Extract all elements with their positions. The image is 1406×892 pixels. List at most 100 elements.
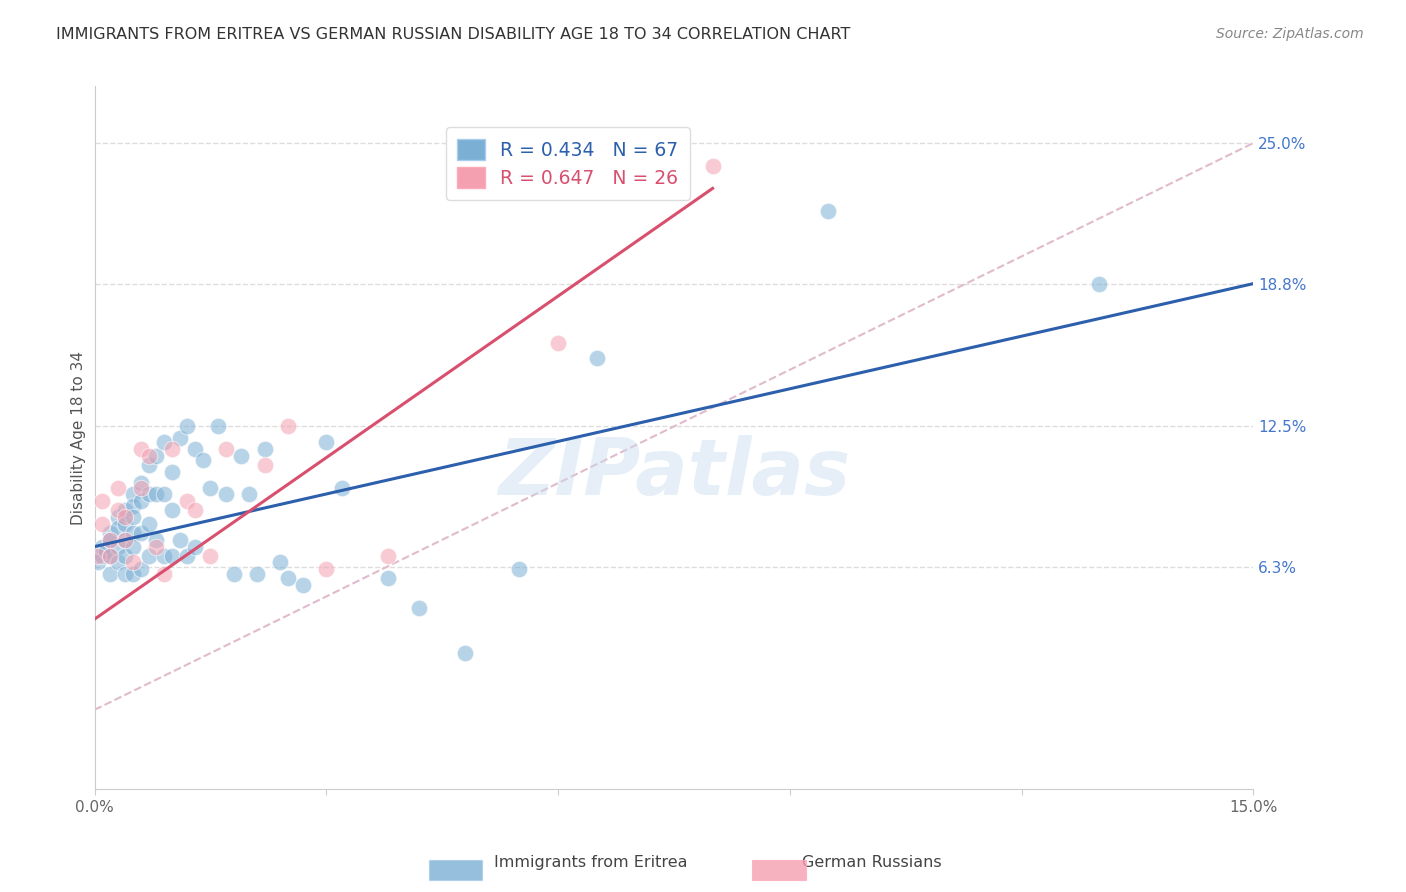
Text: Immigrants from Eritrea: Immigrants from Eritrea [494, 855, 688, 870]
Point [184, 442, 207, 456]
Text: German Russians: German Russians [801, 855, 942, 870]
Point [107, 510, 129, 524]
Legend: R = 0.434   N = 67, R = 0.647   N = 26: R = 0.434 N = 67, R = 0.647 N = 26 [446, 128, 689, 200]
Point [114, 533, 136, 547]
Point [200, 481, 222, 495]
Point [145, 487, 167, 501]
Point [122, 510, 145, 524]
Point [145, 449, 167, 463]
Point [191, 453, 214, 467]
Point [292, 578, 315, 592]
Point [153, 487, 176, 501]
Point [138, 449, 160, 463]
Point [114, 566, 136, 581]
Point [98, 549, 121, 563]
Point [176, 494, 198, 508]
Point [107, 540, 129, 554]
Point [547, 335, 569, 350]
Point [122, 566, 145, 581]
Point [160, 442, 183, 456]
Text: IMMIGRANTS FROM ERITREA VS GERMAN RUSSIAN DISABILITY AGE 18 TO 34 CORRELATION CH: IMMIGRANTS FROM ERITREA VS GERMAN RUSSIA… [56, 27, 851, 42]
Point [160, 465, 183, 479]
Point [145, 540, 167, 554]
Point [91, 494, 114, 508]
Point [107, 521, 129, 535]
Point [98, 525, 121, 540]
Text: Source: ZipAtlas.com: Source: ZipAtlas.com [1216, 27, 1364, 41]
Point [377, 571, 399, 585]
Point [315, 562, 337, 576]
Point [98, 533, 121, 547]
Point [114, 503, 136, 517]
Text: ZIPatlas: ZIPatlas [498, 435, 851, 511]
Point [184, 503, 207, 517]
Point [315, 435, 337, 450]
Point [277, 571, 299, 585]
Point [215, 442, 238, 456]
Point [122, 525, 145, 540]
Point [138, 487, 160, 501]
Point [269, 556, 291, 570]
Point [122, 540, 145, 554]
Point [129, 494, 152, 508]
Point [129, 525, 152, 540]
Point [129, 481, 152, 495]
Point [817, 204, 839, 219]
Point [91, 549, 114, 563]
Point [253, 442, 276, 456]
Point [122, 556, 145, 570]
Point [138, 516, 160, 531]
Point [96, 544, 118, 558]
Point [169, 533, 191, 547]
Point [91, 540, 114, 554]
Point [184, 540, 207, 554]
Point [153, 435, 176, 450]
Point [91, 516, 114, 531]
Point [129, 562, 152, 576]
Point [114, 510, 136, 524]
Point [122, 487, 145, 501]
Point [107, 481, 129, 495]
Point [169, 431, 191, 445]
Point [114, 516, 136, 531]
Point [1088, 277, 1111, 291]
Point [222, 566, 245, 581]
Point [87, 549, 110, 563]
Point [107, 503, 129, 517]
Point [129, 476, 152, 491]
Point [129, 442, 152, 456]
Point [176, 549, 198, 563]
Point [98, 549, 121, 563]
Point [207, 419, 229, 434]
Point [114, 533, 136, 547]
Point [330, 481, 353, 495]
Point [107, 556, 129, 570]
Y-axis label: Disability Age 18 to 34: Disability Age 18 to 34 [72, 351, 86, 524]
Point [160, 549, 183, 563]
Point [138, 549, 160, 563]
Point [277, 419, 299, 434]
Point [153, 549, 176, 563]
Point [702, 159, 724, 173]
Point [508, 562, 530, 576]
Point [585, 351, 607, 366]
Point [200, 549, 222, 563]
Point [215, 487, 238, 501]
Point [253, 458, 276, 472]
Point [246, 566, 269, 581]
Point [377, 549, 399, 563]
Point [408, 600, 430, 615]
Point [98, 533, 121, 547]
Point [87, 556, 110, 570]
Point [160, 503, 183, 517]
Point [454, 646, 477, 660]
Point [238, 487, 260, 501]
Point [122, 499, 145, 513]
Point [98, 566, 121, 581]
Point [138, 458, 160, 472]
Point [153, 566, 176, 581]
Point [231, 449, 253, 463]
Point [145, 533, 167, 547]
Point [176, 419, 198, 434]
Point [114, 549, 136, 563]
